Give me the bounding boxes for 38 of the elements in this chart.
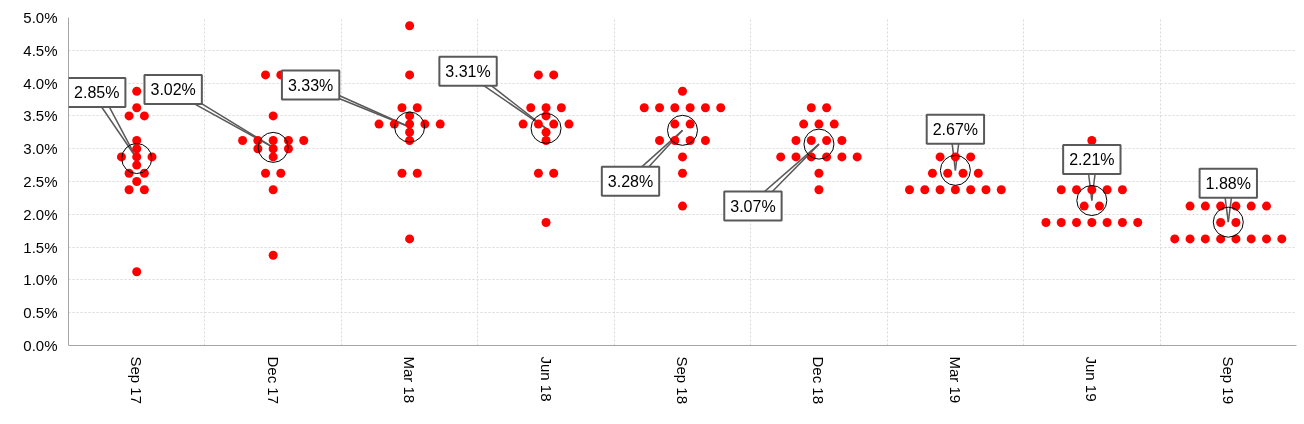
y-tick-label: 4.5% bbox=[23, 41, 58, 59]
y-tick-label: 3.0% bbox=[23, 140, 58, 158]
x-tick-label: Dec 17 bbox=[264, 356, 282, 405]
annotation: 3.28% bbox=[607, 172, 654, 190]
y-tick-label: 0.5% bbox=[23, 304, 58, 322]
y-tick-label: 3.5% bbox=[23, 107, 58, 125]
y-tick-label: 2.5% bbox=[23, 173, 58, 190]
point bbox=[803, 128, 835, 160]
x-tick-label: Mar 19 bbox=[946, 356, 964, 404]
point bbox=[939, 154, 971, 186]
point bbox=[394, 111, 426, 143]
y-tick-label: 0.0% bbox=[23, 337, 58, 354]
annotation: 2.21% bbox=[1069, 151, 1115, 169]
point bbox=[1212, 206, 1244, 238]
y-tick-label: 1.5% bbox=[23, 238, 58, 256]
x-tick-label: Jun 18 bbox=[537, 356, 555, 402]
x-tick-label: Jun 19 bbox=[1083, 356, 1101, 402]
point bbox=[121, 143, 153, 175]
y-tick-label: 2.0% bbox=[23, 205, 58, 223]
annotation: 1.88% bbox=[1205, 174, 1251, 192]
annotation: 3.02% bbox=[150, 80, 196, 98]
point bbox=[1076, 185, 1108, 216]
x-tick-label: Mar 18 bbox=[401, 356, 419, 404]
annotation: 2.85% bbox=[74, 84, 120, 102]
point bbox=[530, 112, 562, 144]
y-tick-label: 1.0% bbox=[23, 271, 58, 289]
x-tick-label: Sep 17 bbox=[128, 356, 146, 405]
y-tick-label: 5.0% bbox=[23, 9, 58, 26]
y-tick-label: 4.0% bbox=[23, 74, 58, 92]
point bbox=[667, 114, 698, 146]
annotation: 3.07% bbox=[730, 197, 776, 215]
annotation: 3.31% bbox=[445, 62, 491, 80]
x-tick-label: Dec 18 bbox=[810, 356, 828, 405]
annotation: 2.67% bbox=[932, 120, 979, 138]
annotation: 3.33% bbox=[287, 76, 334, 94]
point bbox=[257, 131, 289, 163]
x-tick-label: Sep 18 bbox=[674, 356, 691, 405]
x-tick-label: Sep 19 bbox=[1219, 356, 1237, 405]
